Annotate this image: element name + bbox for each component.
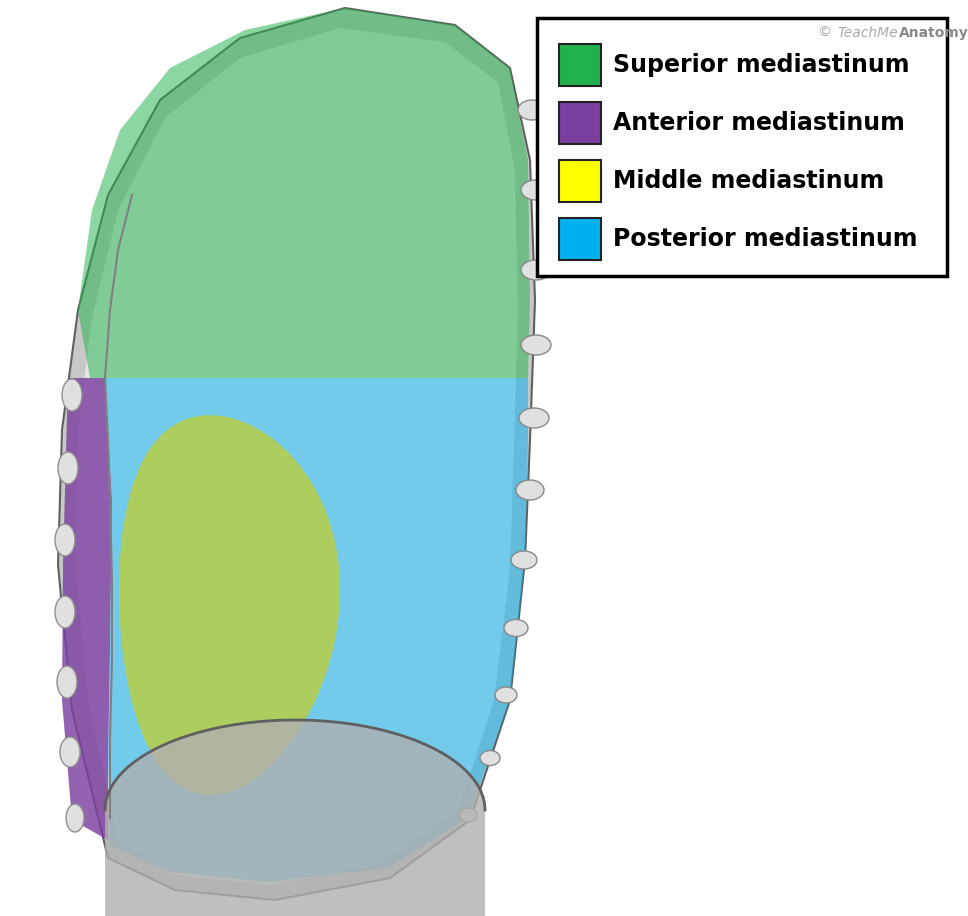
Ellipse shape	[58, 452, 78, 484]
Ellipse shape	[480, 750, 500, 766]
Ellipse shape	[57, 666, 77, 698]
Ellipse shape	[504, 619, 528, 637]
Ellipse shape	[62, 379, 82, 411]
Ellipse shape	[495, 687, 517, 703]
Polygon shape	[62, 378, 112, 840]
Bar	[559, 44, 601, 86]
Bar	[537, 18, 947, 276]
Ellipse shape	[60, 737, 80, 767]
Bar	[559, 218, 601, 260]
Ellipse shape	[55, 596, 75, 628]
Polygon shape	[78, 8, 530, 378]
Ellipse shape	[516, 480, 544, 500]
Polygon shape	[119, 415, 340, 795]
Text: Superior mediastinum: Superior mediastinum	[613, 53, 910, 77]
Bar	[559, 102, 601, 144]
Ellipse shape	[521, 180, 551, 200]
Ellipse shape	[521, 335, 551, 355]
Polygon shape	[75, 28, 518, 885]
Ellipse shape	[511, 551, 537, 569]
Text: Posterior mediastinum: Posterior mediastinum	[613, 227, 918, 251]
Ellipse shape	[519, 408, 549, 428]
Ellipse shape	[518, 100, 546, 120]
Polygon shape	[105, 378, 528, 882]
Text: TeachMe: TeachMe	[837, 26, 898, 39]
Ellipse shape	[521, 260, 551, 280]
Polygon shape	[105, 720, 485, 916]
Text: ©: ©	[817, 26, 832, 39]
Text: Anterior mediastinum: Anterior mediastinum	[613, 111, 905, 135]
Polygon shape	[58, 8, 535, 900]
Text: Anatomy: Anatomy	[899, 26, 968, 39]
Ellipse shape	[66, 804, 84, 832]
Ellipse shape	[55, 524, 75, 556]
Bar	[559, 160, 601, 202]
Ellipse shape	[459, 808, 477, 822]
Text: Middle mediastinum: Middle mediastinum	[613, 169, 884, 193]
